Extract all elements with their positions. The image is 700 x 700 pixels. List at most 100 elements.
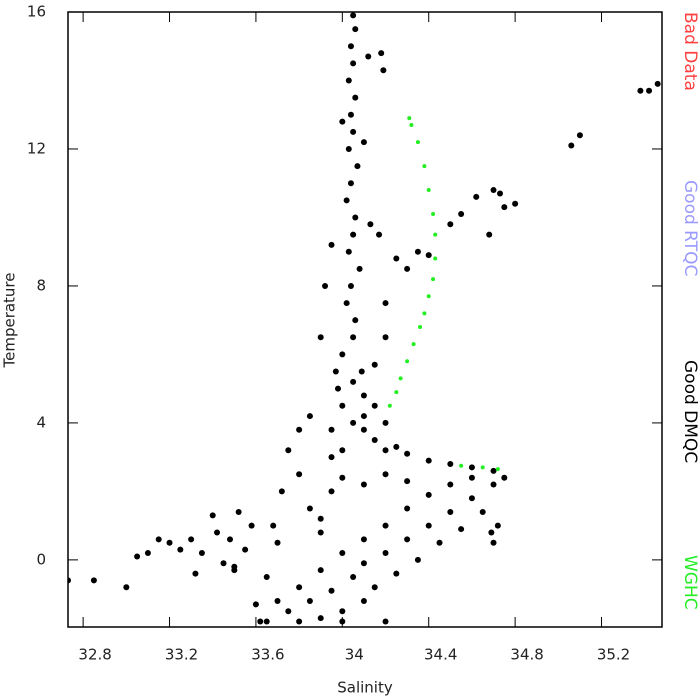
point [306, 505, 313, 512]
point [350, 378, 357, 385]
point [411, 342, 416, 347]
point [414, 556, 421, 563]
y-tick-label: 0 [36, 550, 46, 568]
point [350, 231, 357, 238]
point [352, 317, 359, 324]
point [350, 574, 357, 581]
point [422, 164, 427, 169]
point [235, 508, 242, 515]
point [285, 447, 292, 454]
point [367, 221, 374, 228]
point [339, 351, 346, 358]
point [473, 193, 480, 200]
point [393, 443, 400, 450]
point [479, 508, 486, 515]
point [404, 478, 411, 485]
point [468, 464, 475, 471]
point [214, 529, 221, 536]
point [343, 197, 350, 204]
point [317, 334, 324, 341]
point [257, 618, 264, 625]
legend-entry: Good DMQC [680, 360, 700, 463]
point [501, 204, 508, 211]
x-tick-label: 35.2 [597, 646, 630, 664]
point [360, 426, 367, 433]
point [447, 461, 454, 468]
point [486, 231, 493, 238]
point [433, 232, 438, 237]
point [497, 190, 503, 197]
point [376, 231, 383, 238]
point [144, 550, 151, 557]
point [490, 481, 497, 488]
point [347, 282, 354, 289]
point [231, 563, 238, 570]
point [209, 512, 216, 519]
point [332, 368, 339, 375]
point [328, 426, 335, 433]
point [296, 471, 303, 478]
point [371, 361, 378, 368]
point [350, 60, 357, 67]
point [431, 212, 436, 217]
point [637, 87, 644, 94]
point [393, 570, 400, 577]
point [263, 618, 270, 625]
point [360, 413, 367, 420]
point [490, 467, 497, 474]
point [425, 457, 432, 464]
x-tick-label: 34.4 [424, 646, 457, 664]
point [654, 80, 661, 87]
point [198, 550, 205, 557]
point [328, 587, 335, 594]
point [358, 368, 365, 375]
legend-entry: WGHC [680, 555, 700, 610]
point [220, 560, 227, 567]
y-tick-label: 16 [27, 3, 46, 21]
point [352, 26, 359, 33]
point [425, 252, 432, 259]
plot-frame [67, 11, 663, 628]
point [274, 597, 281, 604]
point [409, 123, 414, 128]
x-tick-label: 33.2 [165, 646, 198, 664]
point [447, 508, 454, 515]
point [371, 437, 378, 444]
point [447, 481, 454, 488]
point [352, 94, 359, 101]
point [436, 539, 443, 546]
point [480, 465, 485, 470]
point [339, 402, 346, 409]
point [382, 550, 389, 557]
point [394, 390, 399, 395]
point [371, 402, 378, 409]
point [296, 618, 303, 625]
point [347, 43, 354, 50]
point [248, 522, 255, 529]
point [360, 139, 367, 146]
legend-entry: Good RTQC [680, 180, 700, 276]
y-tick-label: 12 [27, 139, 46, 157]
point [360, 560, 367, 567]
point [339, 618, 346, 625]
point [134, 553, 141, 560]
point [252, 601, 259, 608]
point [339, 550, 346, 557]
point [345, 248, 352, 255]
point [459, 463, 464, 468]
point [347, 180, 354, 187]
point [494, 522, 501, 529]
point [646, 87, 653, 94]
point [393, 255, 400, 262]
point [426, 294, 431, 299]
point [285, 608, 292, 615]
point [378, 50, 385, 57]
point [418, 325, 423, 330]
point [317, 567, 324, 574]
point [278, 488, 285, 495]
point [495, 467, 500, 472]
point [345, 77, 352, 84]
point [354, 163, 361, 170]
